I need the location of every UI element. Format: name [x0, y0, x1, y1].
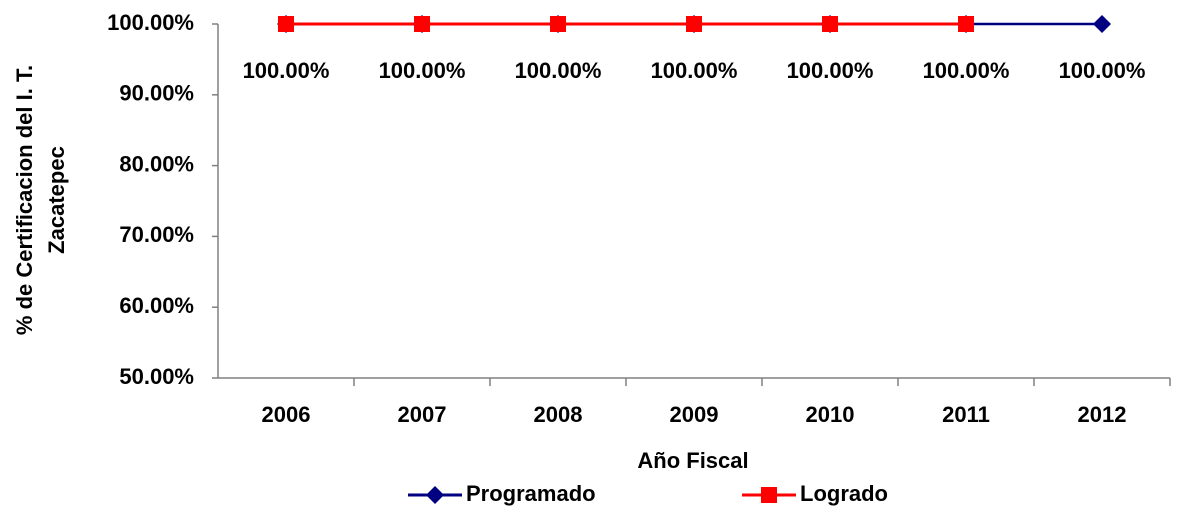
x-tick-label: 2006 [262, 402, 311, 427]
y-tick-label: 80.00% [119, 151, 194, 176]
y-tick-label: 60.00% [119, 293, 194, 318]
y-tick-label: 70.00% [119, 222, 194, 247]
data-point [1093, 15, 1111, 33]
data-point [686, 16, 702, 32]
data-label: 100.00% [787, 58, 874, 83]
x-tick-label: 2008 [534, 402, 583, 427]
y-axis-title-line: % de Certificacion del I. T. [12, 65, 37, 335]
y-axis-title: % de Certificacion del I. T. Zacatepec [12, 65, 69, 335]
data-label: 100.00% [243, 58, 330, 83]
y-tick-label: 100.00% [107, 10, 194, 35]
legend-label: Programado [466, 481, 596, 506]
x-tick-label: 2009 [670, 402, 719, 427]
x-tick-label: 2007 [398, 402, 447, 427]
x-axis-title: Año Fiscal [637, 448, 748, 473]
legend-label: Logrado [800, 481, 888, 506]
x-tick-label: 2011 [942, 402, 990, 427]
data-point [278, 16, 294, 32]
data-point [414, 16, 430, 32]
data-label: 100.00% [515, 58, 602, 83]
data-point [550, 16, 566, 32]
legend-marker [761, 487, 777, 503]
y-tick-label: 50.00% [119, 364, 194, 389]
data-label: 100.00% [651, 58, 738, 83]
data-label: 100.00% [379, 58, 466, 83]
data-label: 100.00% [1059, 58, 1146, 83]
x-tick-label: 2012 [1078, 402, 1127, 427]
data-point [958, 16, 974, 32]
data-point [822, 16, 838, 32]
y-tick-label: 90.00% [119, 81, 194, 106]
x-tick-label: 2010 [806, 402, 855, 427]
y-axis-title-line: Zacatepec [44, 146, 69, 254]
legend-marker [426, 486, 444, 504]
data-label: 100.00% [923, 58, 1010, 83]
